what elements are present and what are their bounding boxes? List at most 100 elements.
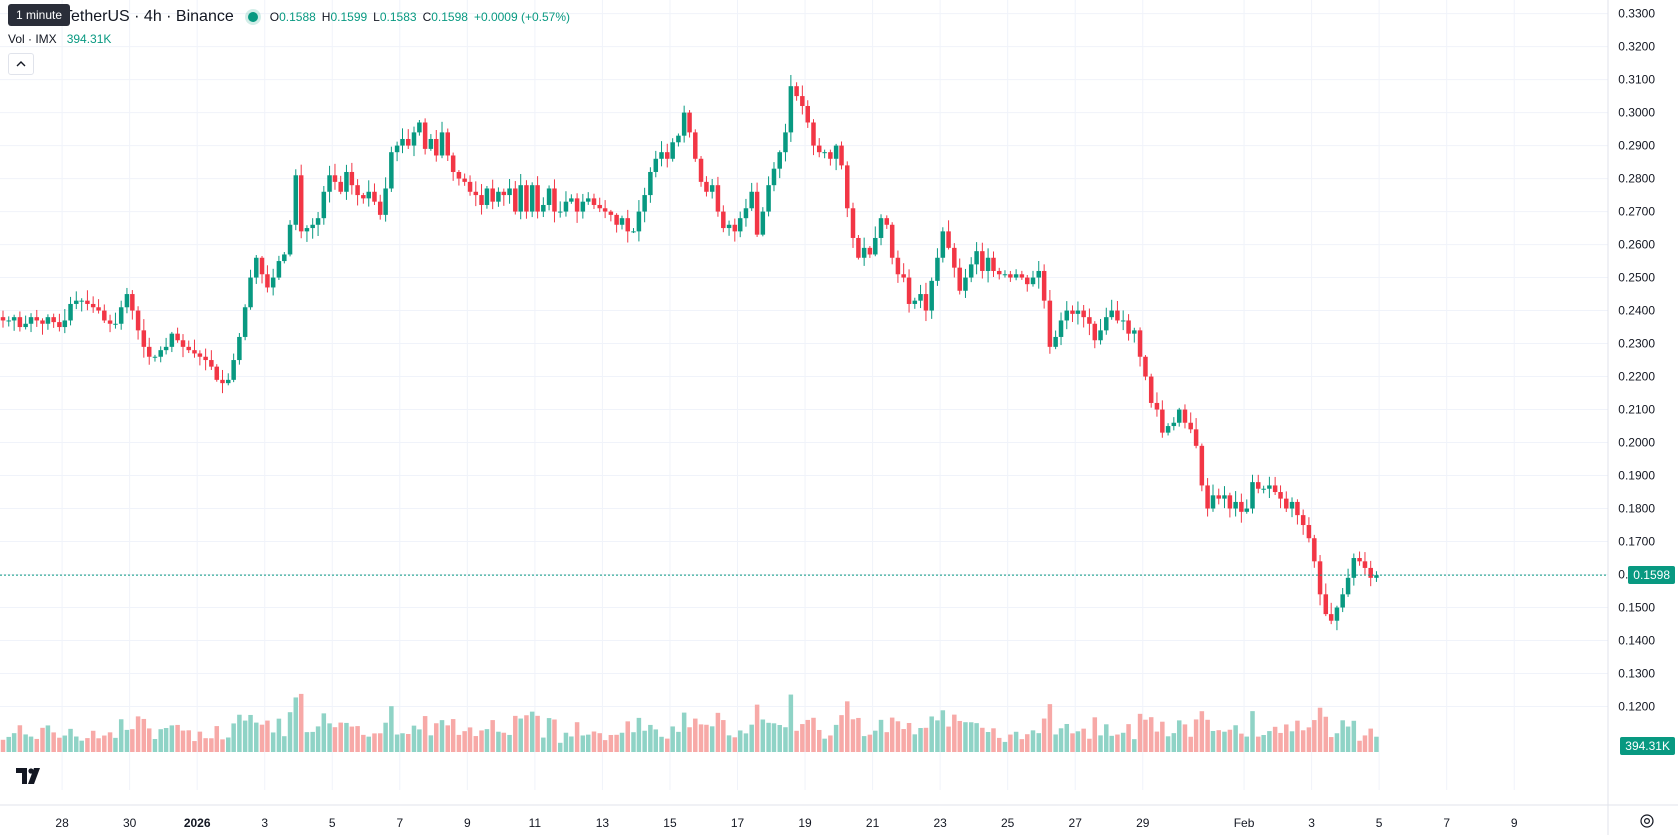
candle [501,188,507,206]
volume-bar [434,723,439,752]
candle [344,164,349,200]
volume-bar [400,733,405,752]
volume-bar [805,719,811,752]
candle [113,312,118,329]
volume-bar [1261,735,1266,752]
candle [1272,476,1278,496]
symbol-title[interactable]: TetherUS · 4h · Binance [63,8,234,25]
volume-bar [1109,735,1114,752]
volume-bar [45,725,51,752]
price-tick-label: 0.1200 [1618,700,1655,714]
candle [383,177,388,222]
candle [946,220,951,250]
volume-bar [1317,707,1323,752]
price-axis[interactable]: 0.3300 0.3200 0.3100 0.3000 0.2900 0.2800 0.27… [1618,7,1655,714]
candle [980,242,985,279]
candle [963,268,968,298]
volume-bar [349,726,355,752]
candle [1300,509,1306,535]
volume-label[interactable]: Vol · IMX [8,32,57,46]
market-status-dot[interactable] [247,12,258,22]
candle [349,162,355,195]
volume-bar [276,718,282,752]
volume-bar [929,716,934,752]
candle [74,291,79,310]
volume-bar [209,738,214,752]
volume-bar [580,735,586,752]
volume-bar [1250,711,1255,752]
volume-bar [878,719,884,752]
candle [1143,355,1148,381]
volume-bar [405,733,411,752]
candle [693,129,698,162]
volume-bar [1036,733,1041,752]
volume-bar [1362,735,1368,752]
candle [867,246,873,258]
candle [912,297,918,309]
candle [670,138,675,162]
volume-bar [1284,724,1289,752]
candle [197,350,203,366]
volume-bar [1340,720,1345,752]
volume-bar [507,734,512,752]
candle [1008,270,1013,282]
volume-bar [1081,728,1086,752]
volume-bar [1255,736,1261,752]
volume-bar [1064,723,1070,752]
candle [118,300,124,330]
tradingview-logo-icon[interactable] [12,762,48,790]
candle [389,146,394,192]
volume-bar [254,722,259,752]
candle [405,129,411,149]
time-tick-label: 7 [396,816,403,830]
candle [422,118,428,155]
volume-bar [298,693,304,752]
candlestick-series [0,74,1379,631]
volume-bar [597,733,602,752]
candle [1312,534,1317,568]
time-axis[interactable]: 28 30 2026 3 5 7 9 11 13 15 17 19 21 23 25 27 29 Feb 3 5 7 9 [55,816,1517,830]
candle [642,187,647,223]
candle [287,220,293,257]
candle [1132,327,1137,343]
candle [68,296,73,326]
volume-bar [1272,726,1278,752]
collapse-legend-button[interactable] [8,53,34,75]
volume-bar [541,737,546,752]
candle [372,183,377,205]
candle [450,152,456,181]
candle [563,191,569,217]
candle [1267,476,1272,499]
volume-bar [6,736,11,752]
price-tick-label: 0.1300 [1618,667,1655,681]
volume-bar [1289,731,1295,752]
candle [231,353,236,383]
volume-bar [996,737,1002,752]
candle [180,334,186,358]
volume-bar [771,723,777,752]
volume-bar [1160,721,1165,752]
candle [332,163,338,190]
candle [361,192,366,204]
candle [1278,485,1283,509]
candle [248,269,253,310]
volume-bar [259,724,265,752]
candle [1250,474,1255,514]
volume-bar [1154,731,1160,752]
volume-bar [811,717,816,752]
candle [220,369,225,394]
candle [1137,327,1143,367]
candle [1284,491,1289,512]
candle [467,175,473,196]
candle [541,197,546,218]
candle [923,282,929,322]
volume-bar [372,733,377,752]
volume-bar [1182,724,1188,752]
gear-icon[interactable] [1638,812,1656,830]
volume-bar [1216,730,1221,752]
price-tick-label: 0.1400 [1618,634,1655,648]
candle [79,298,84,312]
candle [321,186,327,225]
candle [771,162,777,192]
